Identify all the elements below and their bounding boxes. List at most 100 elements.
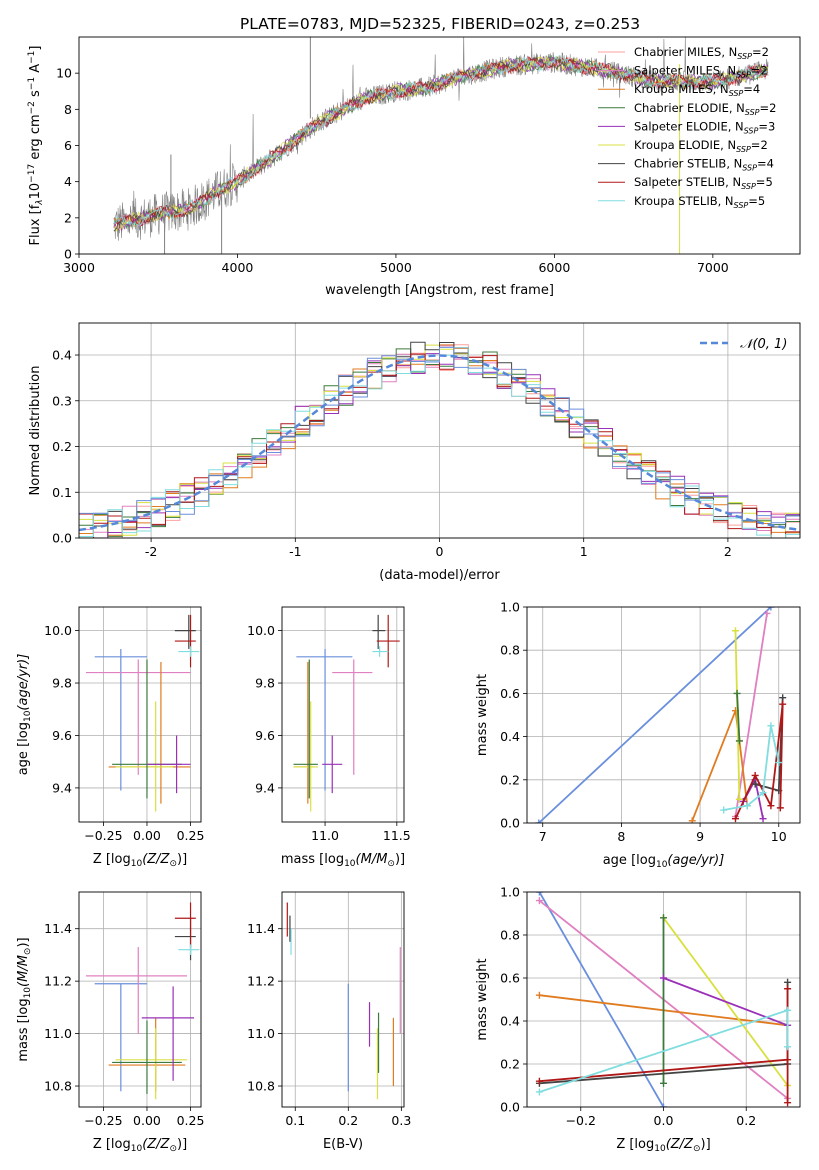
weight-point-marker: [660, 914, 667, 922]
axes-frame: [78, 606, 202, 823]
mass-vs-EBV-axes: 0.1 0.2 0.3 10.8 11.0 11.2 11.4: [247, 892, 411, 1128]
y-tick-label: 0.0: [500, 816, 520, 831]
weight-point-marker: [660, 974, 667, 982]
weight-point-marker: [776, 804, 784, 812]
y-tick-label: 1.0: [500, 600, 520, 615]
x-tick-label: 7: [539, 829, 547, 844]
y-tick-label: 9.6: [255, 728, 275, 743]
x-tick-label: 6000: [538, 260, 570, 275]
y-tick-label: 0.1: [52, 485, 72, 500]
legend-entry: 𝒩(0, 1): [740, 337, 787, 352]
weight-series-line: [736, 693, 741, 741]
x-tick-label: 0.1: [285, 1113, 305, 1128]
weight-point-marker: [688, 817, 696, 823]
weight-point-marker: [535, 897, 543, 905]
legend-entry: Kroupa ELODIE, NSSP=2: [634, 138, 768, 154]
mass-vs-Z-points: [85, 902, 200, 1100]
x-tick-label: −0.2: [566, 1113, 596, 1128]
legend-entry: Kroupa MILES, NSSP=4: [634, 82, 760, 98]
y-tick-label: 11.2: [44, 974, 72, 989]
weight-point-marker: [535, 1077, 543, 1085]
residual-histograms: [79, 341, 800, 538]
weight-vs-age-x-axis-label: age [log10(age/yr)]: [603, 853, 725, 870]
spectrum-axes: 3000 4000 5000 6000 7000 0 2 4 6 8 10: [56, 66, 729, 275]
x-tick-label: 0.2: [338, 1113, 358, 1128]
x-tick-label: -1: [289, 544, 301, 559]
weight-vs-age-axes: 7 8 9 10 0.0 0.2 0.4 0.6 0.8 1.0: [500, 600, 800, 844]
weight-point-marker: [733, 689, 741, 697]
y-tick-label: 10.8: [44, 1079, 72, 1094]
y-tick-label: 0.0: [52, 531, 72, 546]
spectrum-lines: [113, 37, 769, 254]
legend-entry: Chabrier ELODIE, NSSP=2: [634, 101, 776, 117]
weight-series-line: [538, 607, 772, 823]
weight-vs-Z-y-axis-label: mass weight: [475, 958, 490, 1040]
residual-histogram: [79, 347, 800, 538]
spectrum-model-line: [113, 55, 769, 232]
x-tick-label: 8: [617, 829, 625, 844]
page-title: PLATE=0783, MJD=52325, FIBERID=0243, z=0…: [240, 15, 640, 33]
y-tick-label: 11.0: [44, 1026, 72, 1041]
x-tick-label: 1: [580, 544, 588, 559]
weight-point-marker: [779, 694, 787, 702]
residual-histogram: [79, 346, 800, 538]
weight-point-marker: [720, 806, 728, 814]
weight-point-marker: [763, 609, 771, 617]
y-tick-label: 0.3: [52, 393, 72, 408]
age-vs-mass-x-axis-label: mass [log10(M/M⊙)]: [281, 852, 405, 869]
x-tick-label: 5000: [380, 260, 412, 275]
normal-curve: [79, 354, 800, 532]
weight-point-marker: [784, 1006, 792, 1014]
x-tick-label: 3000: [63, 260, 95, 275]
x-tick-label: 4000: [222, 260, 254, 275]
y-tick-label: 9.8: [255, 676, 275, 691]
axes-frame: [281, 606, 405, 823]
x-tick-label: 10: [771, 829, 787, 844]
y-tick-label: 10: [56, 66, 72, 81]
spectrum-model-line: [113, 55, 769, 229]
weight-point-marker: [767, 607, 775, 611]
spectrum-x-axis-label: wavelength [Angstrom, rest frame]: [325, 283, 554, 298]
x-tick-label: 0.25: [177, 828, 205, 843]
mass-vs-EBV-points: [286, 902, 401, 1100]
spectrum-y-axis-label: Flux [fλ10−17 erg cm−2 s−1 A−1]: [27, 46, 45, 246]
weight-point-marker: [735, 737, 743, 745]
y-tick-label: 10.0: [44, 623, 72, 638]
y-tick-label: 9.4: [255, 780, 275, 795]
axes-frame: [526, 891, 801, 1108]
y-tick-label: 10.8: [247, 1079, 275, 1094]
x-tick-label: 0.25: [177, 1113, 205, 1128]
y-tick-label: 6: [64, 138, 72, 153]
legend-entry: Chabrier MILES, NSSP=2: [634, 45, 769, 61]
residuals-axes: -2 -1 0 1 2 0.0 0.1 0.2 0.3 0.4: [52, 323, 800, 559]
y-tick-label: 10.0: [247, 623, 275, 638]
y-tick-label: 0.8: [500, 928, 520, 943]
weight-point-marker: [731, 627, 739, 635]
axes-frame: [78, 322, 801, 539]
x-tick-label: -2: [145, 544, 157, 559]
y-tick-label: 9.6: [52, 728, 72, 743]
x-tick-label: 9: [696, 829, 704, 844]
weight-point-marker: [751, 771, 759, 779]
weight-point-marker: [660, 1079, 667, 1087]
y-tick-label: 11.4: [247, 921, 275, 936]
axes-frame: [526, 606, 801, 824]
x-tick-label: 0.00: [133, 828, 161, 843]
y-tick-label: 9.4: [52, 780, 72, 795]
residuals-y-axis-label: Normed distribution: [28, 366, 43, 496]
x-tick-label: 0.2: [736, 1113, 756, 1128]
legend-entry: Kroupa STELIB, NSSP=5: [634, 194, 765, 210]
y-tick-label: 9.8: [52, 676, 72, 691]
weight-series-line: [538, 892, 665, 1107]
legend-entry: Salpeter STELIB, NSSP=5: [634, 175, 773, 191]
x-tick-label: 11.0: [311, 828, 339, 843]
x-tick-label: 0.00: [133, 1113, 161, 1128]
weight-point-marker: [784, 1043, 792, 1051]
weight-vs-Z-x-axis-label: Z [log10(Z/Z⊙)]: [616, 1137, 710, 1154]
age-vs-Z-x-axis-label: Z [log10(Z/Z⊙)]: [93, 852, 187, 869]
mass-vs-EBV-x-axis-label: E(B-V): [323, 1137, 363, 1152]
x-tick-label: 0.0: [654, 1113, 674, 1128]
weight-point-marker: [660, 1103, 667, 1107]
weight-point-marker: [731, 815, 739, 823]
